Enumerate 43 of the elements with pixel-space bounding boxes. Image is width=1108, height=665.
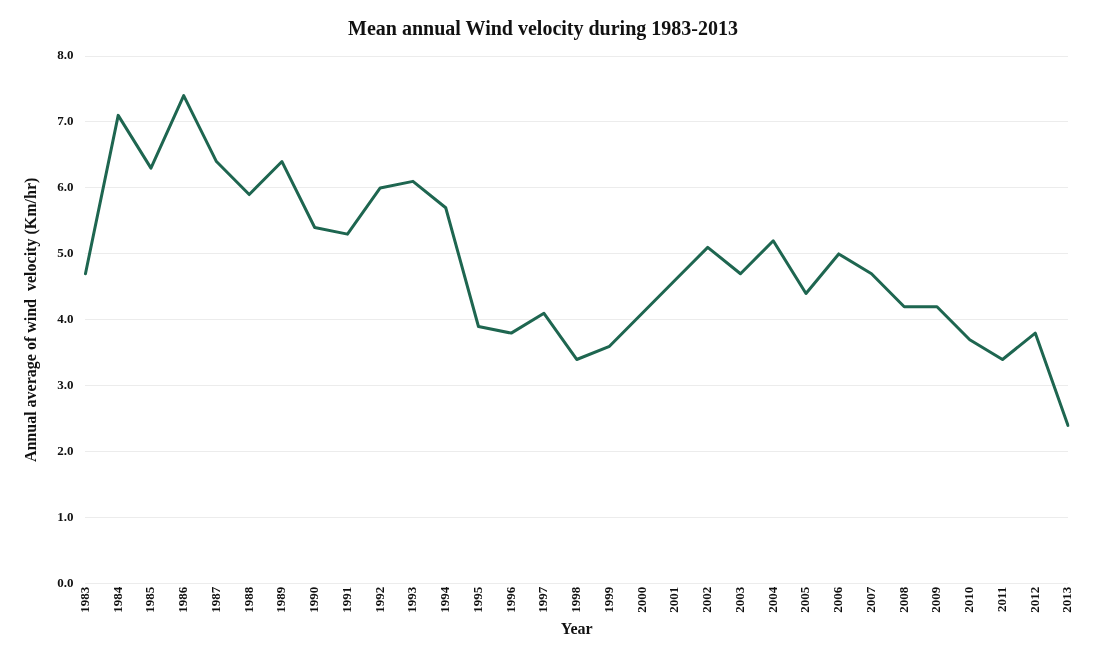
y-tick-label: 6.0	[57, 179, 74, 195]
x-tick-label: 1998	[568, 586, 584, 613]
x-tick-label: 2009	[928, 586, 944, 613]
x-tick-label: 1986	[175, 586, 191, 613]
x-tick-label: 1990	[306, 586, 322, 613]
x-tick-label: 2002	[699, 586, 715, 613]
x-tick-label: 2000	[633, 586, 649, 613]
x-tick-label: 2007	[862, 586, 878, 613]
x-tick-label: 1987	[207, 586, 223, 613]
x-tick-label: 2013	[1059, 586, 1075, 613]
x-tick-label: 2008	[895, 586, 911, 613]
x-tick-label: 2005	[797, 586, 813, 613]
x-tick-label: 2003	[731, 586, 747, 613]
x-tick-label: 1994	[437, 586, 453, 613]
y-tick-label: 2.0	[57, 443, 74, 459]
x-tick-label: 1985	[142, 586, 158, 613]
x-tick-label: 1993	[404, 586, 420, 613]
x-tick-label: 2004	[764, 586, 780, 613]
x-tick-label: 1984	[109, 586, 125, 613]
x-tick-label: 2011	[993, 586, 1009, 613]
x-tick-label: 2001	[666, 586, 682, 613]
y-axis-title: Annual average of wind velocity (Km/hr)	[21, 177, 40, 463]
y-tick-label: 8.0	[57, 47, 74, 63]
y-tick-label: 7.0	[57, 113, 74, 129]
y-tick-label: 1.0	[57, 509, 74, 525]
x-tick-label: 1989	[273, 586, 289, 613]
x-tick-label: 1996	[502, 586, 518, 613]
x-tick-label: 2012	[1026, 586, 1042, 613]
y-tick-label: 4.0	[57, 311, 74, 327]
x-tick-label: 1995	[469, 586, 485, 613]
x-tick-label: 1991	[338, 586, 354, 613]
y-tick-label: 0.0	[57, 575, 74, 591]
x-tick-label: 2010	[961, 586, 977, 613]
x-tick-label: 1992	[371, 586, 387, 613]
chart-title: Mean annual Wind velocity during 1983-2013	[348, 17, 738, 41]
x-axis-title: Year	[560, 619, 593, 637]
y-tick-label: 3.0	[57, 377, 74, 393]
x-tick-label: 1983	[76, 586, 92, 613]
x-tick-label: 1988	[240, 586, 256, 613]
y-tick-label: 5.0	[57, 245, 74, 261]
x-tick-label: 1997	[535, 586, 551, 613]
x-tick-label: 1999	[600, 586, 616, 613]
x-tick-label: 2006	[830, 586, 846, 613]
